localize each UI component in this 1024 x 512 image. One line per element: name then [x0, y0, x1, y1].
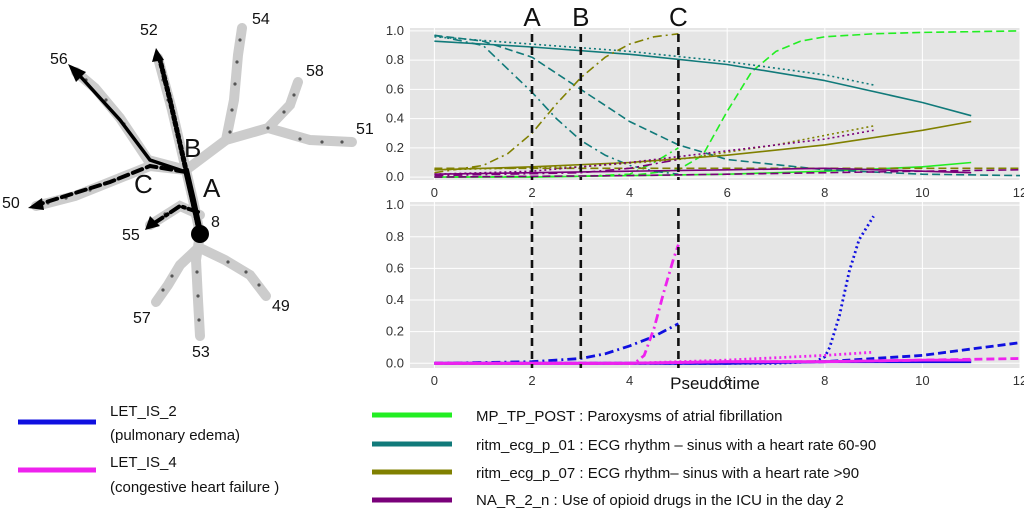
tree-path-letters: A B C [134, 133, 221, 203]
top-series-line-na-r-2-n-dotted [434, 129, 874, 175]
bottom-chart-panel: 0 2 4 6 8 10 12 0.0 0.2 0.4 0.6 0.8 1.0 Pseudotime [386, 197, 1024, 393]
path-55-dashdot [151, 203, 200, 226]
legend-label-ritm-ecg-p-01: ritm_ecg_p_01 : ECG rhythm – sinus with … [476, 437, 876, 454]
bottom-y-tick-label: 0.6 [386, 260, 404, 275]
bottom-y-tick-label: 0.8 [386, 229, 404, 244]
legend-desc-let-is-4: (congestive heart failure ) [110, 479, 279, 496]
bottom-x-tick-label: 4 [626, 373, 633, 388]
legend: LET_IS_2 (pulmonary edema) LET_IS_4 (con… [18, 403, 876, 509]
tree-arrowheads [28, 48, 164, 230]
top-marker-letter-a: A [523, 2, 541, 32]
node-label-52: 52 [140, 22, 158, 39]
branch-49 [195, 243, 271, 301]
bottom-gridlines [410, 202, 1021, 368]
node-label-58: 58 [306, 63, 324, 80]
legend-label-let-is-2: LET_IS_2 [110, 403, 177, 420]
branch-57 [151, 245, 201, 307]
top-series-line-ritm-ecg-p-07-dotted [434, 125, 874, 171]
top-series-line-ritm-ecg-p-07-dashdot [434, 33, 679, 174]
top-x-tick-label: 6 [724, 185, 731, 200]
legend-item-ritm-ecg-p-01: ritm_ecg_p_01 : ECG rhythm – sinus with … [372, 437, 876, 454]
bottom-y-tick-label: 0.0 [386, 355, 404, 370]
tree-letter-C: C [134, 169, 153, 199]
legend-desc-let-is-2: (pulmonary edema) [110, 427, 240, 444]
top-chart-panel: 0 2 4 6 8 10 12 0.0 0.2 0.4 0.6 0.8 1.0 A B C [386, 2, 1024, 200]
legend-item-na-r-2-n: NA_R_2_n : Use of opioid drugs in the IC… [372, 492, 844, 509]
arrowhead-52 [152, 48, 164, 62]
bottom-y-tick-label: 0.4 [386, 292, 404, 307]
legend-label-let-is-4: LET_IS_4 [110, 454, 177, 471]
bottom-x-tick-label: 6 [724, 373, 731, 388]
branch-54 [181, 23, 247, 175]
top-x-tick-label: 0 [431, 185, 438, 200]
top-series-line-na-r-2-n-solid [434, 167, 972, 175]
bottom-series-line-let-is-4-dashed [434, 357, 1021, 365]
top-x-tick-label: 8 [821, 185, 828, 200]
bottom-x-tick-label: 12 [1013, 373, 1024, 388]
bottom-x-tick-label: 10 [915, 373, 929, 388]
node-label-55: 55 [122, 227, 140, 244]
tree-paths [38, 57, 203, 235]
bottom-series-line-let-is-2-dashdot [434, 322, 680, 365]
node-label-57: 57 [133, 310, 151, 327]
tree-node-labels: 56 52 54 58 51 50 55 8 57 53 49 [2, 11, 374, 361]
top-series-line-na-r-2-n-dashdot [434, 158, 679, 177]
node-label-50: 50 [2, 195, 20, 212]
legend-label-na-r-2-n: NA_R_2_n : Use of opioid drugs in the IC… [476, 492, 844, 509]
top-x-tick-label: 10 [915, 185, 929, 200]
tree-root-node [191, 225, 209, 243]
tree-letter-A: A [203, 173, 221, 203]
node-label-54: 54 [252, 11, 270, 28]
bottom-x-tick-label: 8 [821, 373, 828, 388]
trajectory-tree: 56 52 54 58 51 50 55 8 57 53 49 A B C [2, 11, 374, 361]
node-label-53: 53 [192, 344, 210, 361]
bottom-x-tick-label: 0 [431, 373, 438, 388]
legend-item-let-is-2: LET_IS_2 (pulmonary edema) [18, 403, 240, 444]
top-series-line-ritm-ecg-p-01-dotted [434, 36, 874, 86]
node-label-8: 8 [211, 214, 220, 231]
path-b-dotted [157, 57, 201, 228]
tree-letter-B: B [184, 133, 201, 163]
bottom-y-tick-label: 0.2 [386, 324, 404, 339]
bottom-series-line-let-is-4-dashdot [434, 244, 680, 365]
path-c-dashed [38, 163, 188, 206]
top-x-tick-label: 4 [626, 185, 633, 200]
bottom-plot-background [410, 202, 1020, 368]
bottom-series-line-let-is-4-dotted [434, 350, 874, 365]
top-series-line-na-r-2-n-dashed [434, 169, 1021, 178]
top-x-tick-label: 2 [528, 185, 535, 200]
node-label-51: 51 [356, 121, 374, 138]
legend-label-mp-tp-post: MP_TP_POST : Paroxysms of atrial fibrill… [476, 408, 783, 425]
top-y-tick-label: 0.4 [386, 111, 404, 126]
top-y-tick-label: 0.0 [386, 169, 404, 184]
top-y-tick-label: 0.8 [386, 52, 404, 67]
top-y-tick-label: 0.6 [386, 81, 404, 96]
arrowhead-55 [145, 216, 160, 230]
arrowhead-56 [68, 64, 86, 82]
node-label-49: 49 [272, 298, 290, 315]
legend-label-ritm-ecg-p-07: ritm_ecg_p_07 : ECG rhythm– sinus with a… [476, 465, 859, 482]
legend-item-ritm-ecg-p-07: ritm_ecg_p_07 : ECG rhythm– sinus with a… [372, 465, 859, 482]
arrowhead-50 [28, 198, 44, 210]
bottom-x-tick-label: 2 [528, 373, 535, 388]
top-marker-letter-b: B [572, 2, 589, 32]
branch-51 [263, 123, 357, 147]
legend-item-mp-tp-post: MP_TP_POST : Paroxysms of atrial fibrill… [372, 408, 783, 425]
top-x-tick-label: 12 [1013, 185, 1024, 200]
path-c-solid [78, 74, 188, 174]
top-y-tick-label: 0.2 [386, 140, 404, 155]
node-label-56: 56 [50, 51, 68, 68]
bottom-x-axis-label: Pseudotime [670, 374, 760, 393]
bottom-y-tick-label: 1.0 [386, 197, 404, 212]
legend-item-let-is-4: LET_IS_4 (congestive heart failure ) [18, 454, 279, 496]
top-marker-letter-c: C [669, 2, 688, 32]
top-y-tick-label: 1.0 [386, 23, 404, 38]
